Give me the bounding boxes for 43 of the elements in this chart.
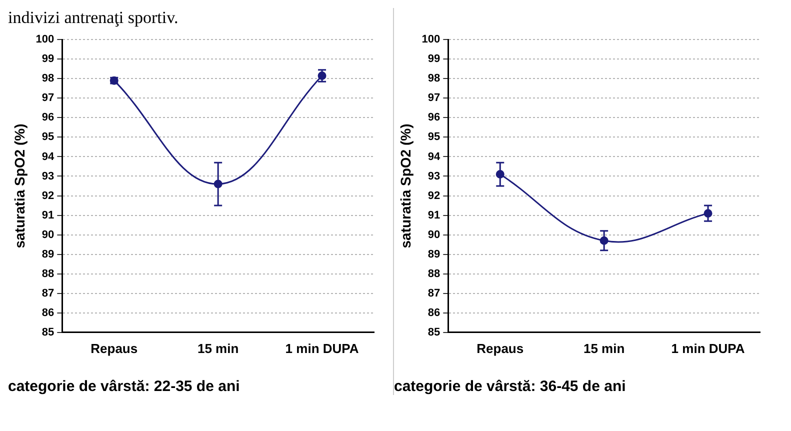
x-tick-label: Repaus: [476, 340, 524, 356]
y-tick-label: 100: [36, 34, 54, 46]
y-axis-title: saturatia SpO2 (%): [397, 124, 414, 248]
y-tick-label: 89: [428, 248, 440, 260]
y-tick-label: 96: [42, 112, 54, 124]
y-tick-label: 94: [428, 150, 442, 163]
y-axis-title: saturatia SpO2 (%): [11, 124, 28, 248]
y-tick-label: 90: [428, 228, 440, 241]
y-tick-label: 93: [42, 170, 54, 182]
y-tick-label: 85: [42, 326, 54, 338]
y-tick-label: 91: [42, 209, 54, 222]
chart-title: indivizi antrenaţi sportiv.: [8, 8, 180, 29]
y-tick-label: 87: [428, 287, 440, 300]
y-tick-label: 99: [428, 53, 440, 66]
x-tick-label: 1 min DUPA: [285, 340, 360, 356]
y-tick-label: 87: [42, 287, 54, 300]
y-tick-label: 98: [42, 72, 54, 85]
y-tick-label: 91: [428, 209, 440, 222]
y-tick-label: 96: [428, 112, 440, 124]
y-tick-label: 85: [428, 326, 440, 338]
y-tick-label: 92: [428, 190, 440, 202]
y-tick-label: 88: [428, 268, 440, 280]
y-tick-label: 97: [428, 92, 440, 104]
x-tick-label: Repaus: [90, 340, 138, 356]
text: categorie de vârstă: 22-35 de ani: [8, 378, 241, 395]
x-tick-label: 15 min: [583, 340, 625, 356]
x-tick-label: 15 min: [197, 340, 239, 356]
y-tick-label: 89: [42, 248, 54, 260]
y-tick-label: 99: [42, 53, 54, 66]
x-tick-label: 1 min DUPA: [671, 340, 746, 356]
y-tick-label: 92: [42, 190, 54, 202]
y-tick-label: 95: [42, 131, 54, 144]
y-tick-label: 86: [42, 306, 54, 319]
y-tick-label: 98: [428, 72, 440, 85]
y-tick-label: 93: [428, 170, 440, 182]
y-tick-label: 88: [42, 268, 54, 280]
y-tick-label: 95: [428, 131, 440, 144]
y-tick-label: 100: [422, 34, 440, 46]
text: categorie de vârstă: 36-45 de ani: [394, 378, 627, 395]
y-tick-label: 90: [42, 228, 54, 241]
y-tick-label: 94: [42, 150, 56, 163]
y-tick-label: 86: [428, 306, 440, 319]
y-tick-label: 97: [42, 92, 54, 104]
